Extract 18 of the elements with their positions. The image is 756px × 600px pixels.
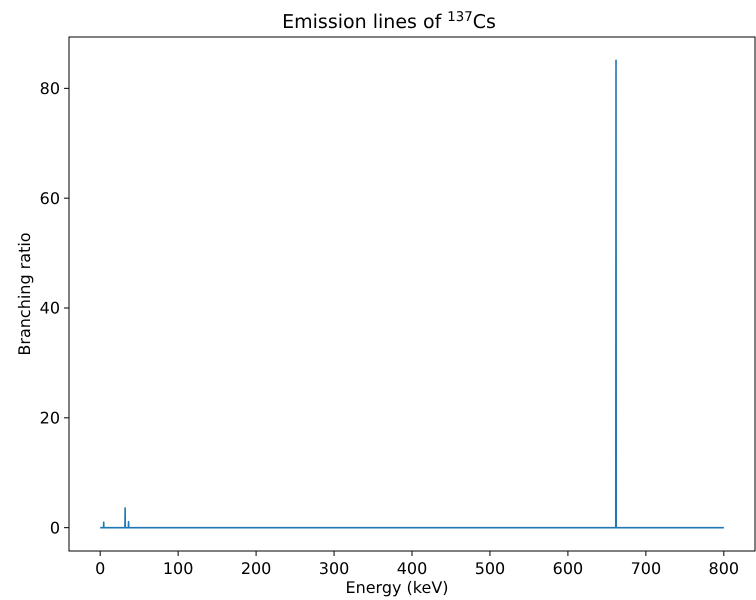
x-tick-label: 600 — [552, 559, 584, 578]
y-tick-label: 40 — [40, 298, 60, 318]
x-tick-label: 500 — [474, 559, 506, 578]
x-tick-label: 700 — [630, 559, 662, 578]
x-tick-label: 300 — [318, 559, 350, 578]
x-tick-label: 800 — [708, 559, 740, 578]
y-tick-label: 0 — [50, 518, 60, 538]
y-tick-label: 20 — [40, 408, 60, 428]
y-tick-label: 80 — [40, 78, 60, 98]
y-axis-title: Branching ratio — [15, 232, 34, 356]
x-tick-label: 100 — [162, 559, 194, 578]
x-axis-title: Energy (keV) — [345, 578, 449, 597]
x-tick-label: 200 — [240, 559, 272, 578]
chart-title: Emission lines of $^{137}$Cs — [282, 10, 496, 33]
y-tick-label: 60 — [40, 188, 60, 208]
line-series — [99, 60, 725, 528]
x-tick-label: 400 — [396, 559, 428, 578]
x-tick-label: 0 — [95, 559, 106, 578]
